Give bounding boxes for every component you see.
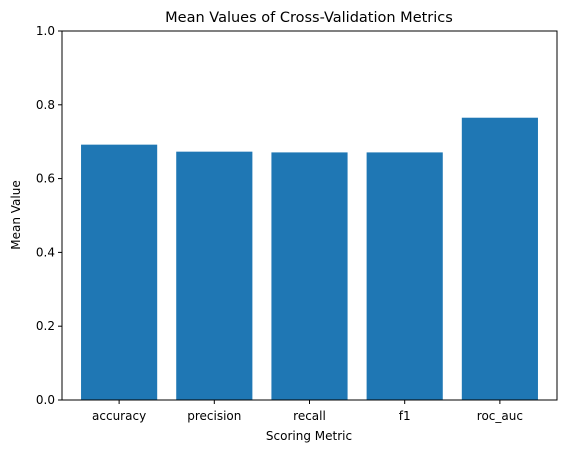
y-tick-label: 0.0 (36, 393, 55, 407)
bar-f1 (366, 152, 443, 400)
chart-title: Mean Values of Cross-Validation Metrics (165, 10, 453, 26)
y-tick-label: 1.0 (36, 24, 55, 38)
y-tick-label: 0.8 (36, 98, 55, 112)
x-tick-label: accuracy (92, 409, 146, 423)
x-tick-label: precision (187, 409, 241, 423)
y-tick-label: 0.4 (36, 245, 55, 259)
bar-accuracy (81, 144, 158, 400)
x-tick-label: recall (293, 409, 326, 423)
y-axis-ticks: 0.0 0.2 0.4 0.6 0.8 1.0 (36, 24, 62, 407)
bars-group (81, 117, 538, 400)
bar-precision (176, 151, 253, 400)
y-tick-label: 0.6 (36, 172, 55, 186)
x-axis-label: Scoring Metric (266, 429, 352, 443)
bar-roc_auc (461, 117, 538, 400)
y-tick-label: 0.2 (36, 319, 55, 333)
x-axis-ticks: accuracy precision recall f1 roc_auc (92, 400, 523, 423)
y-axis-label: Mean Value (9, 180, 23, 249)
bar-recall (271, 152, 348, 400)
x-tick-label: roc_auc (477, 409, 523, 423)
x-tick-label: f1 (399, 409, 411, 423)
